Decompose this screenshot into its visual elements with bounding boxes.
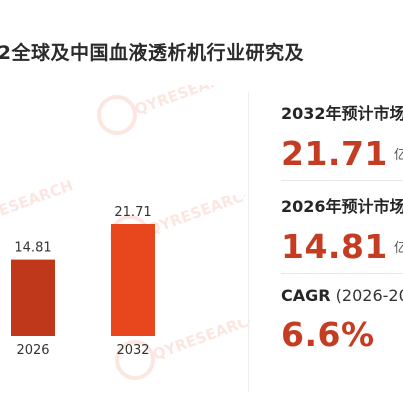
tick-label-2026: 2026 — [16, 343, 49, 358]
kpi-label: 2026年预计市场 — [281, 197, 403, 216]
cagr-label: CAGR — [281, 286, 331, 305]
kpi-value: 14.81 — [281, 227, 388, 266]
bar-chart: 14.81 2026 21.71 2032 — [0, 100, 245, 402]
kpi-unit: 亿美 — [393, 148, 403, 163]
bar-2032 — [111, 224, 155, 336]
divider — [281, 273, 403, 274]
kpi-unit: 亿美 — [393, 241, 403, 256]
data-label-2026: 14.81 — [14, 241, 51, 256]
tick-label-2032: 2032 — [116, 343, 149, 358]
cagr-value: 6.6% — [281, 315, 375, 354]
kpi-2026: 2026年预计市场 14.81 亿美 — [281, 193, 403, 266]
bar-chart-svg: 14.81 2026 21.71 2032 — [11, 205, 155, 358]
page-title: 32全球及中国血液透析机行业研究及 — [0, 42, 304, 64]
cagr-period: (2026-20 — [330, 286, 403, 305]
bar-2026 — [11, 259, 55, 336]
divider — [281, 180, 403, 181]
data-label-2032: 21.71 — [114, 205, 151, 220]
kpi-cagr: CAGR (2026-20 6.6% — [281, 286, 403, 354]
kpi-label: 2032年预计市场 — [281, 104, 403, 123]
kpi-2032: 2032年预计市场 21.71 亿美 — [281, 100, 403, 173]
divider — [248, 92, 249, 392]
kpi-value: 21.71 — [281, 134, 388, 173]
